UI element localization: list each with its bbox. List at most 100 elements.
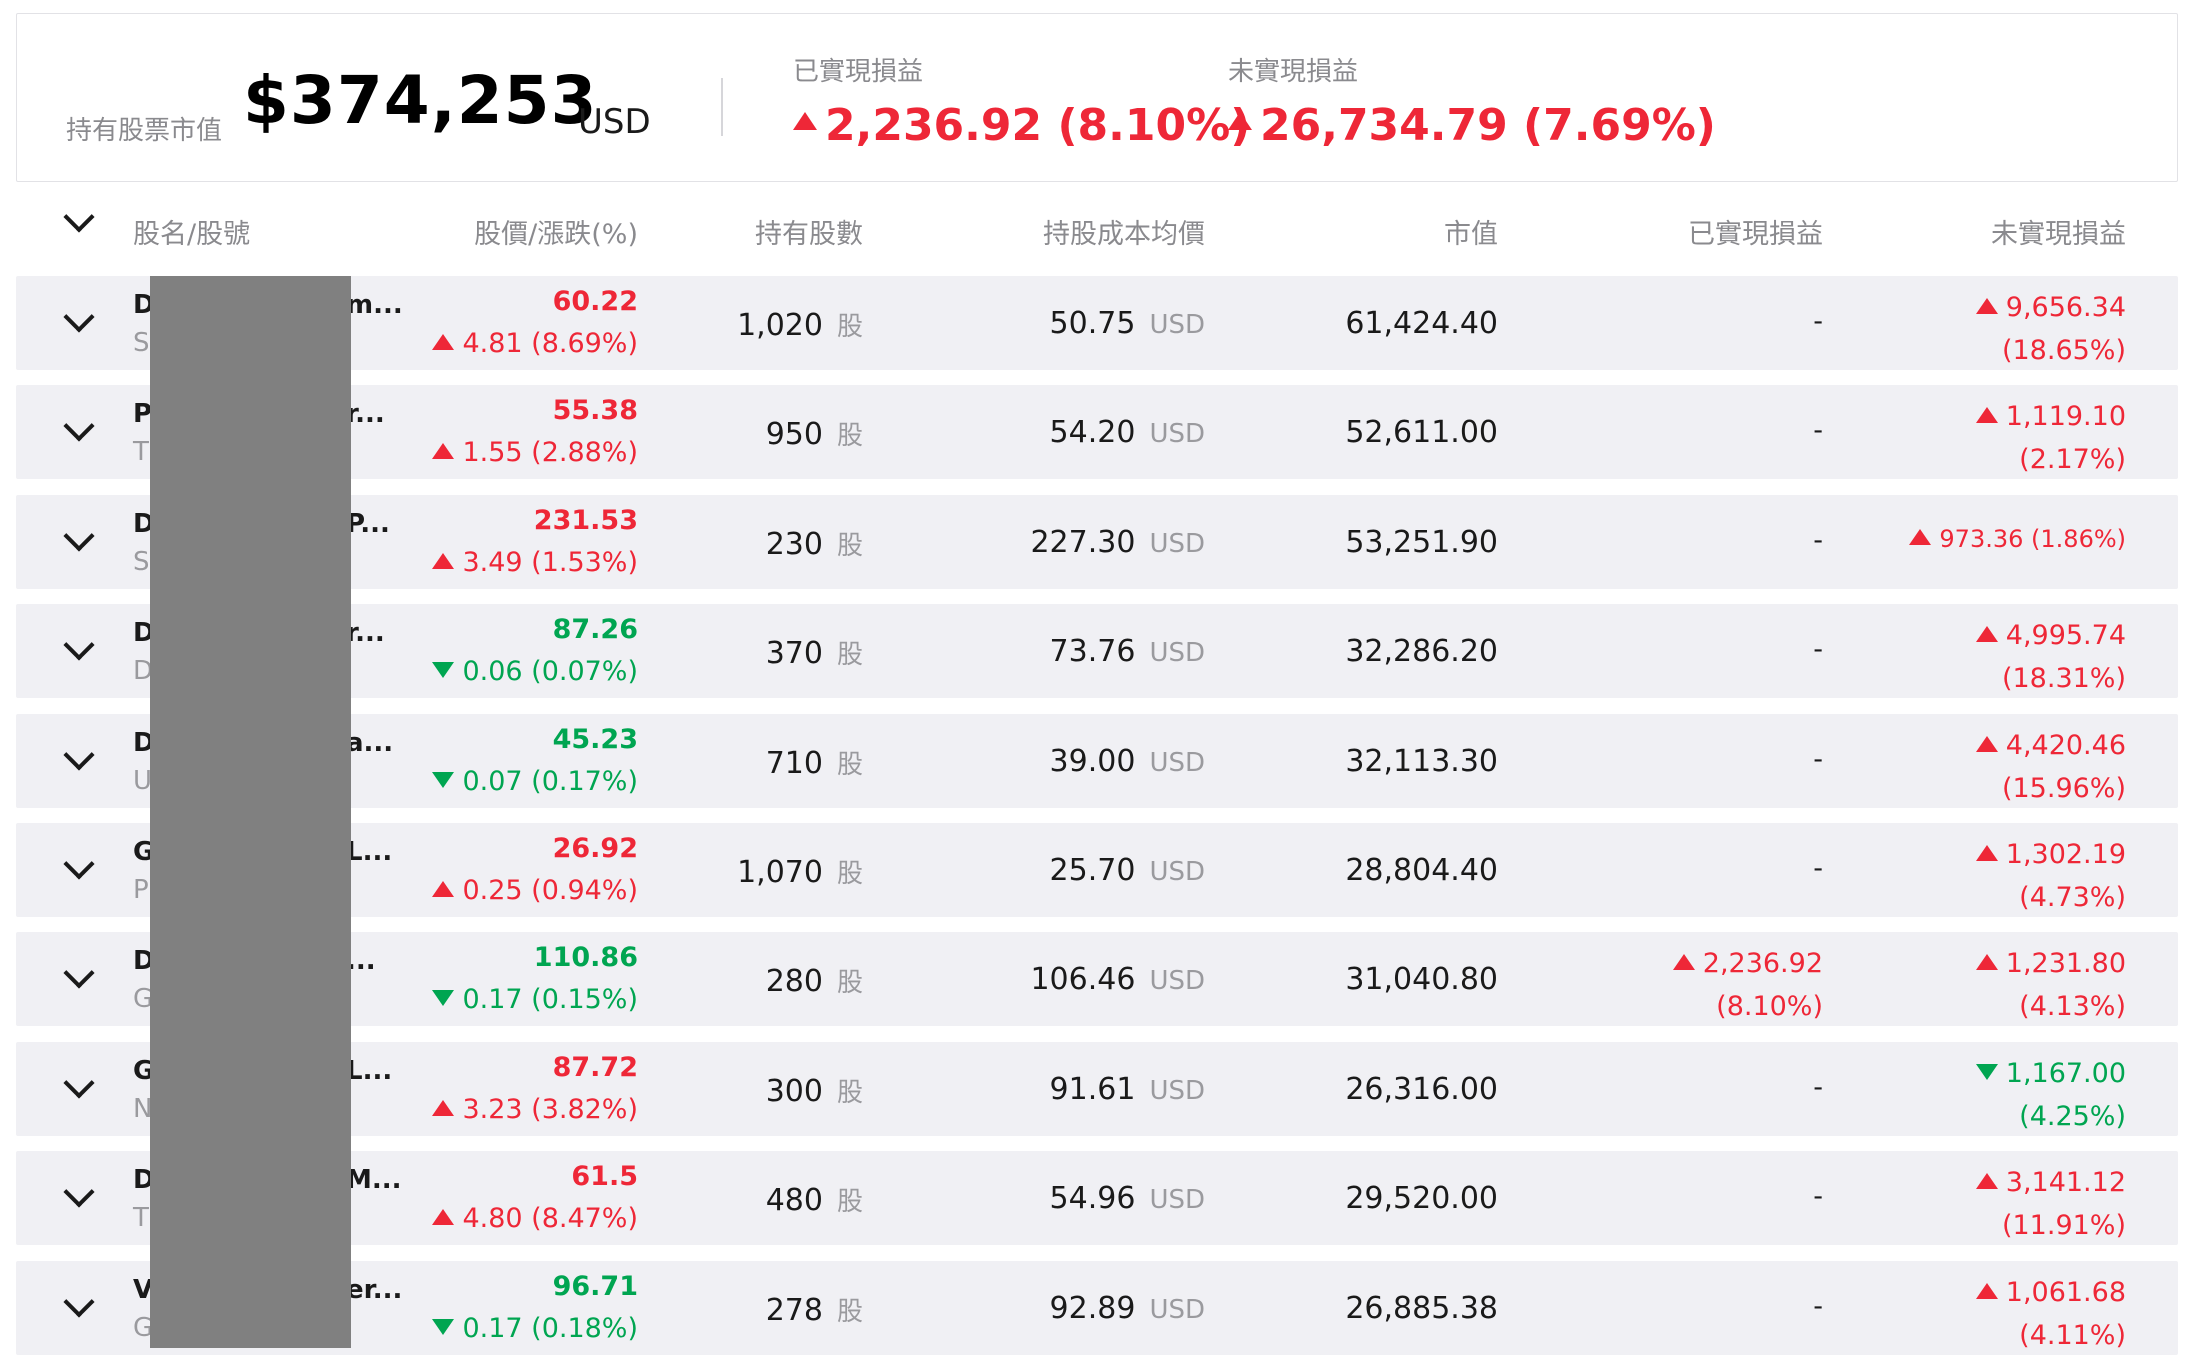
col-market-value-header[interactable]: 市值 [1444, 219, 1498, 250]
shares-held: 950 股 [765, 417, 863, 453]
arrow-up-icon [1975, 298, 1998, 314]
shares-held: 480 股 [765, 1183, 863, 1219]
col-unrealized-header[interactable]: 未實現損益 [1991, 219, 2126, 250]
avg-cost: 227.30 USD [1030, 524, 1205, 560]
table-row[interactable]: D U a... 45.23 0.07 (0.17%) 710 股 39.00 US… [16, 713, 2178, 810]
stock-name[interactable]: G [133, 836, 155, 867]
expand-row-chevron-icon[interactable] [63, 1176, 95, 1208]
shares-held: 300 股 [765, 1073, 863, 1109]
stock-code: P [133, 874, 149, 905]
avg-cost: 50.75 USD [1049, 306, 1205, 341]
table-row[interactable]: D S P... 231.53 3.49 (1.53%) 230 股 227.30… [16, 494, 2178, 589]
price-change: 4.81 (8.69%) [432, 328, 638, 359]
market-value: 52,611.00 [1345, 415, 1498, 451]
stock-code: N [133, 1093, 153, 1124]
market-value: 32,113.30 [1345, 743, 1498, 779]
shares-held: 230 股 [765, 526, 863, 562]
col-name-header[interactable]: 股名/股號 [133, 219, 251, 250]
market-value: 26,316.00 [1345, 1071, 1498, 1107]
shares-held: 280 股 [765, 964, 863, 1000]
unrealized-pnl: 4,995.74 (18.31%) [1975, 614, 2126, 700]
stock-code: S [133, 546, 150, 577]
stock-name-tail: er... [346, 1274, 403, 1305]
arrow-up-icon [1672, 954, 1695, 971]
arrow-up-icon [432, 880, 455, 897]
holdings-table: D S m... 60.22 4.81 (8.69%) 1,020 股 50.75… [16, 276, 2178, 1370]
expand-row-chevron-icon[interactable] [63, 520, 95, 552]
table-row[interactable]: D S m... 60.22 4.81 (8.69%) 1,020 股 50.75… [16, 276, 2178, 370]
market-value: 32,286.20 [1345, 634, 1498, 670]
market-value: 29,520.00 [1345, 1181, 1498, 1217]
stock-name-tail: L... [346, 836, 393, 867]
stock-name[interactable]: G [133, 1055, 155, 1086]
expand-row-chevron-icon[interactable] [63, 301, 95, 333]
stock-name[interactable]: D [133, 946, 155, 977]
stock-name[interactable]: D [133, 290, 155, 320]
holdings-currency: USD [578, 102, 651, 142]
stock-name[interactable]: D [133, 618, 155, 649]
stock-price: 87.72 [552, 1051, 638, 1083]
stock-name[interactable]: D [133, 727, 155, 758]
table-row[interactable]: V G er... 96.71 0.17 (0.18%) 278 股 92.89 U… [16, 1260, 2178, 1357]
realized-pnl: - [1813, 415, 1823, 447]
avg-cost: 54.20 USD [1049, 415, 1205, 451]
realized-pnl: 2,236.92 (8.10%) [1672, 942, 1823, 1028]
stock-price: 61.5 [571, 1161, 638, 1193]
arrow-up-icon [793, 112, 817, 130]
table-row[interactable]: G N L... 87.72 3.23 (3.82%) 300 股 91.61 US… [16, 1041, 2178, 1136]
arrow-up-icon [432, 1099, 455, 1116]
market-value: 28,804.40 [1345, 852, 1498, 888]
stock-code: G [133, 984, 154, 1015]
stock-price: 87.26 [552, 614, 638, 646]
realized-pnl-value: 2,236.92 (8.10%) [793, 100, 1250, 151]
market-value: 61,424.40 [1345, 306, 1498, 341]
realized-pnl-summary: 已實現損益 2,236.92 (8.10%) [793, 51, 1250, 151]
expand-row-chevron-icon[interactable] [63, 957, 95, 989]
col-avg-cost-header[interactable]: 持股成本均價 [1043, 219, 1205, 250]
unrealized-pnl: 1,231.80 (4.13%) [1975, 942, 2126, 1028]
realized-pnl: - [1813, 1290, 1823, 1322]
unrealized-pnl: 1,061.68 (4.11%) [1975, 1271, 2126, 1357]
unrealized-pnl-label: 未實現損益 [1228, 57, 1359, 87]
summary-divider [721, 78, 723, 136]
unrealized-pnl: 9,656.34 (18.65%) [1975, 286, 2126, 372]
stock-code: T [133, 437, 149, 468]
holdings-value-label: 持有股票市值 [66, 116, 223, 146]
arrow-down-icon [432, 1318, 455, 1335]
stock-name[interactable]: D [133, 508, 155, 539]
expand-row-chevron-icon[interactable] [63, 739, 95, 771]
expand-row-chevron-icon[interactable] [63, 629, 95, 661]
unrealized-pnl: 1,119.10 (2.17%) [1975, 395, 2126, 481]
stock-price: 110.86 [533, 942, 638, 974]
col-shares-header[interactable]: 持有股數 [755, 219, 863, 250]
col-realized-header[interactable]: 已實現損益 [1688, 219, 1823, 250]
expand-row-chevron-icon[interactable] [63, 1285, 95, 1318]
stock-price: 231.53 [533, 504, 638, 536]
table-row[interactable]: P T r... 55.38 1.55 (2.88%) 950 股 54.20 US… [16, 385, 2178, 481]
shares-held: 710 股 [765, 745, 863, 781]
unrealized-pnl: 4,420.46 (15.96%) [1975, 724, 2126, 810]
table-row[interactable]: D D r... 87.26 0.06 (0.07%) 370 股 73.76 US… [16, 604, 2178, 700]
col-price-header[interactable]: 股價/漲跌(%) [474, 219, 638, 250]
expand-row-chevron-icon[interactable] [63, 410, 95, 442]
table-row[interactable]: D T M... 61.5 4.80 (8.47%) 480 股 54.96 USD… [16, 1151, 2178, 1246]
expand-row-chevron-icon[interactable] [63, 1067, 95, 1099]
market-value: 53,251.90 [1345, 524, 1498, 560]
arrow-up-icon [1975, 954, 1998, 971]
stock-name[interactable]: V [133, 1274, 154, 1305]
expand-all-chevron-icon[interactable] [63, 201, 95, 233]
stock-name[interactable]: P [133, 399, 153, 430]
table-row[interactable]: D G ... 110.86 0.17 (0.15%) 280 股 106.46 U… [16, 932, 2178, 1028]
realized-pnl: - [1813, 1071, 1823, 1103]
price-change: 4.80 (8.47%) [432, 1203, 638, 1234]
arrow-up-icon [1228, 112, 1252, 130]
price-change: 0.25 (0.94%) [432, 875, 638, 906]
stock-code: G [133, 1312, 154, 1343]
stock-name[interactable]: D [133, 1165, 155, 1196]
arrow-up-icon [1975, 1282, 1998, 1299]
arrow-up-icon [1909, 528, 1932, 545]
unrealized-pnl-value: 26,734.79 (7.69%) [1228, 100, 1716, 151]
expand-row-chevron-icon[interactable] [63, 848, 95, 880]
arrow-up-icon [432, 334, 455, 350]
table-row[interactable]: G P L... 26.92 0.25 (0.94%) 1,070 股 25.70… [16, 822, 2178, 917]
